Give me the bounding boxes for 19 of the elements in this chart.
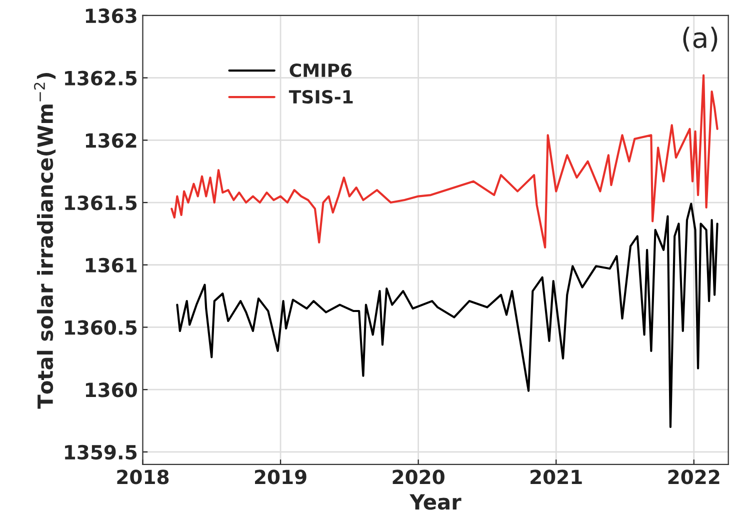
legend-label: TSIS-1 [288, 90, 353, 104]
y-axis-title: Total solar irradiance(Wm$^{−2}$) [34, 73, 56, 409]
x-tick-label: 2022 [668, 470, 720, 484]
y-tick-label: 1361 [86, 258, 137, 273]
legend-label: CMIP6 [290, 63, 352, 78]
x-tick-label: 2018 [117, 470, 169, 484]
y-tick-label: 1359.5 [65, 444, 137, 460]
line-series [176, 202, 718, 428]
y-tick-label: 1362 [86, 133, 136, 148]
x-tick-label: 2019 [255, 470, 306, 484]
x-tick-label: 2020 [392, 470, 444, 484]
y-tick-label: 1362.5 [65, 70, 137, 86]
x-axis-title: Year [410, 494, 462, 510]
y-tick-label: 1360 [86, 382, 137, 398]
y-tick-label: 1361.5 [65, 195, 137, 210]
annotation: (a) [683, 26, 718, 52]
y-tick-label: 1363 [86, 8, 136, 24]
x-tick-label: 2021 [530, 470, 582, 484]
y-tick-label: 1360.5 [65, 320, 137, 335]
